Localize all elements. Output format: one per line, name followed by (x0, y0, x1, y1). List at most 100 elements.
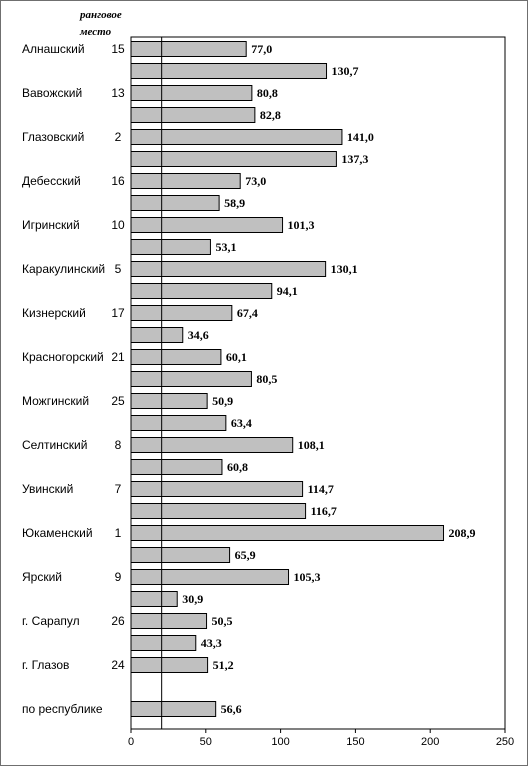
rank-label: 17 (111, 306, 125, 320)
category-label: Селтинский (22, 438, 87, 452)
value-label: 63,4 (231, 416, 252, 430)
value-label: 60,1 (226, 350, 247, 364)
x-tick-label: 200 (421, 736, 439, 748)
x-tick-label: 50 (200, 736, 212, 748)
rank-header-line-2: место (79, 26, 112, 38)
bar (130, 173, 241, 189)
value-label: 77,0 (251, 42, 272, 56)
rank-label: 5 (115, 262, 122, 276)
rank-header-line-1: ранговое (79, 9, 122, 21)
bar (130, 613, 208, 629)
bar (130, 415, 227, 431)
rank-label: 10 (111, 218, 125, 232)
category-label: Алнашский (22, 42, 85, 56)
x-tick-label: 100 (271, 736, 289, 748)
bar (130, 151, 337, 167)
rank-label: 15 (111, 42, 125, 56)
value-label: 50,9 (212, 394, 233, 408)
category-label: Игринский (22, 218, 80, 232)
bar (130, 657, 209, 673)
value-label: 73,0 (245, 174, 266, 188)
bar (130, 327, 184, 343)
bar (130, 41, 247, 57)
rank-label: 2 (115, 130, 122, 144)
value-label: 137,3 (341, 152, 368, 166)
category-label: Каракулинский (22, 262, 105, 276)
value-label: 208,9 (449, 526, 476, 540)
bar (130, 503, 307, 519)
value-label: 80,5 (256, 372, 277, 386)
rank-label: 16 (111, 174, 125, 188)
value-label: 43,3 (201, 636, 222, 650)
category-label: по республике (22, 702, 103, 716)
bar (130, 459, 223, 475)
rank-label: 24 (111, 658, 125, 672)
bar (130, 437, 294, 453)
x-tick-label: 250 (496, 736, 514, 748)
bar (130, 349, 222, 365)
category-label: Юкаменский (22, 526, 93, 540)
rank-label: 8 (115, 438, 122, 452)
value-label: 34,6 (188, 328, 209, 342)
bar (130, 525, 445, 541)
category-label: Красногорский (22, 350, 104, 364)
value-label: 141,0 (347, 130, 374, 144)
value-label: 51,2 (213, 658, 234, 672)
bar (130, 371, 252, 387)
rank-label: 1 (115, 526, 122, 540)
value-label: 56,6 (221, 702, 242, 716)
rank-label: 26 (111, 614, 125, 628)
value-label: 105,3 (294, 570, 321, 584)
bar (130, 547, 231, 563)
rank-label: 13 (111, 86, 125, 100)
bar (130, 129, 343, 145)
bar (130, 283, 273, 299)
bar (130, 85, 253, 101)
value-label: 67,4 (237, 306, 258, 320)
category-label: г. Сарапул (22, 614, 80, 628)
rank-label: 9 (115, 570, 122, 584)
value-label: 130,1 (331, 262, 358, 276)
value-label: 116,7 (311, 504, 337, 518)
bar (130, 63, 328, 79)
rank-label: 7 (115, 482, 122, 496)
bar (130, 701, 217, 717)
bar (130, 107, 256, 123)
bar (130, 239, 211, 255)
bar (130, 393, 208, 409)
category-label: Можгинский (22, 394, 89, 408)
category-label: Увинский (22, 482, 73, 496)
value-label: 60,8 (227, 460, 248, 474)
value-label: 94,1 (277, 284, 298, 298)
value-label: 80,8 (257, 86, 278, 100)
bar (130, 305, 233, 321)
value-label: 130,7 (332, 64, 359, 78)
bar (130, 481, 304, 497)
value-label: 53,1 (215, 240, 236, 254)
x-tick-label: 150 (346, 736, 364, 748)
value-label: 82,8 (260, 108, 281, 122)
x-tick-label: 0 (128, 736, 134, 748)
value-label: 30,9 (182, 592, 203, 606)
rank-label: 21 (111, 350, 125, 364)
category-label: Вавожский (22, 86, 82, 100)
value-label: 114,7 (308, 482, 334, 496)
bar (130, 195, 220, 211)
value-label: 65,9 (235, 548, 256, 562)
value-label: 58,9 (224, 196, 245, 210)
category-label: Ярский (22, 570, 62, 584)
category-label: Дебесский (22, 174, 81, 188)
bar (130, 261, 327, 277)
category-label: г. Глазов (22, 658, 69, 672)
value-label: 101,3 (288, 218, 315, 232)
bar (130, 635, 197, 651)
bar (130, 591, 178, 607)
bar (130, 569, 290, 585)
category-label: Глазовский (22, 130, 84, 144)
bar (130, 217, 284, 233)
category-label: Кизнерский (22, 306, 86, 320)
value-label: 108,1 (298, 438, 325, 452)
rank-label: 25 (111, 394, 125, 408)
value-label: 50,5 (212, 614, 233, 628)
